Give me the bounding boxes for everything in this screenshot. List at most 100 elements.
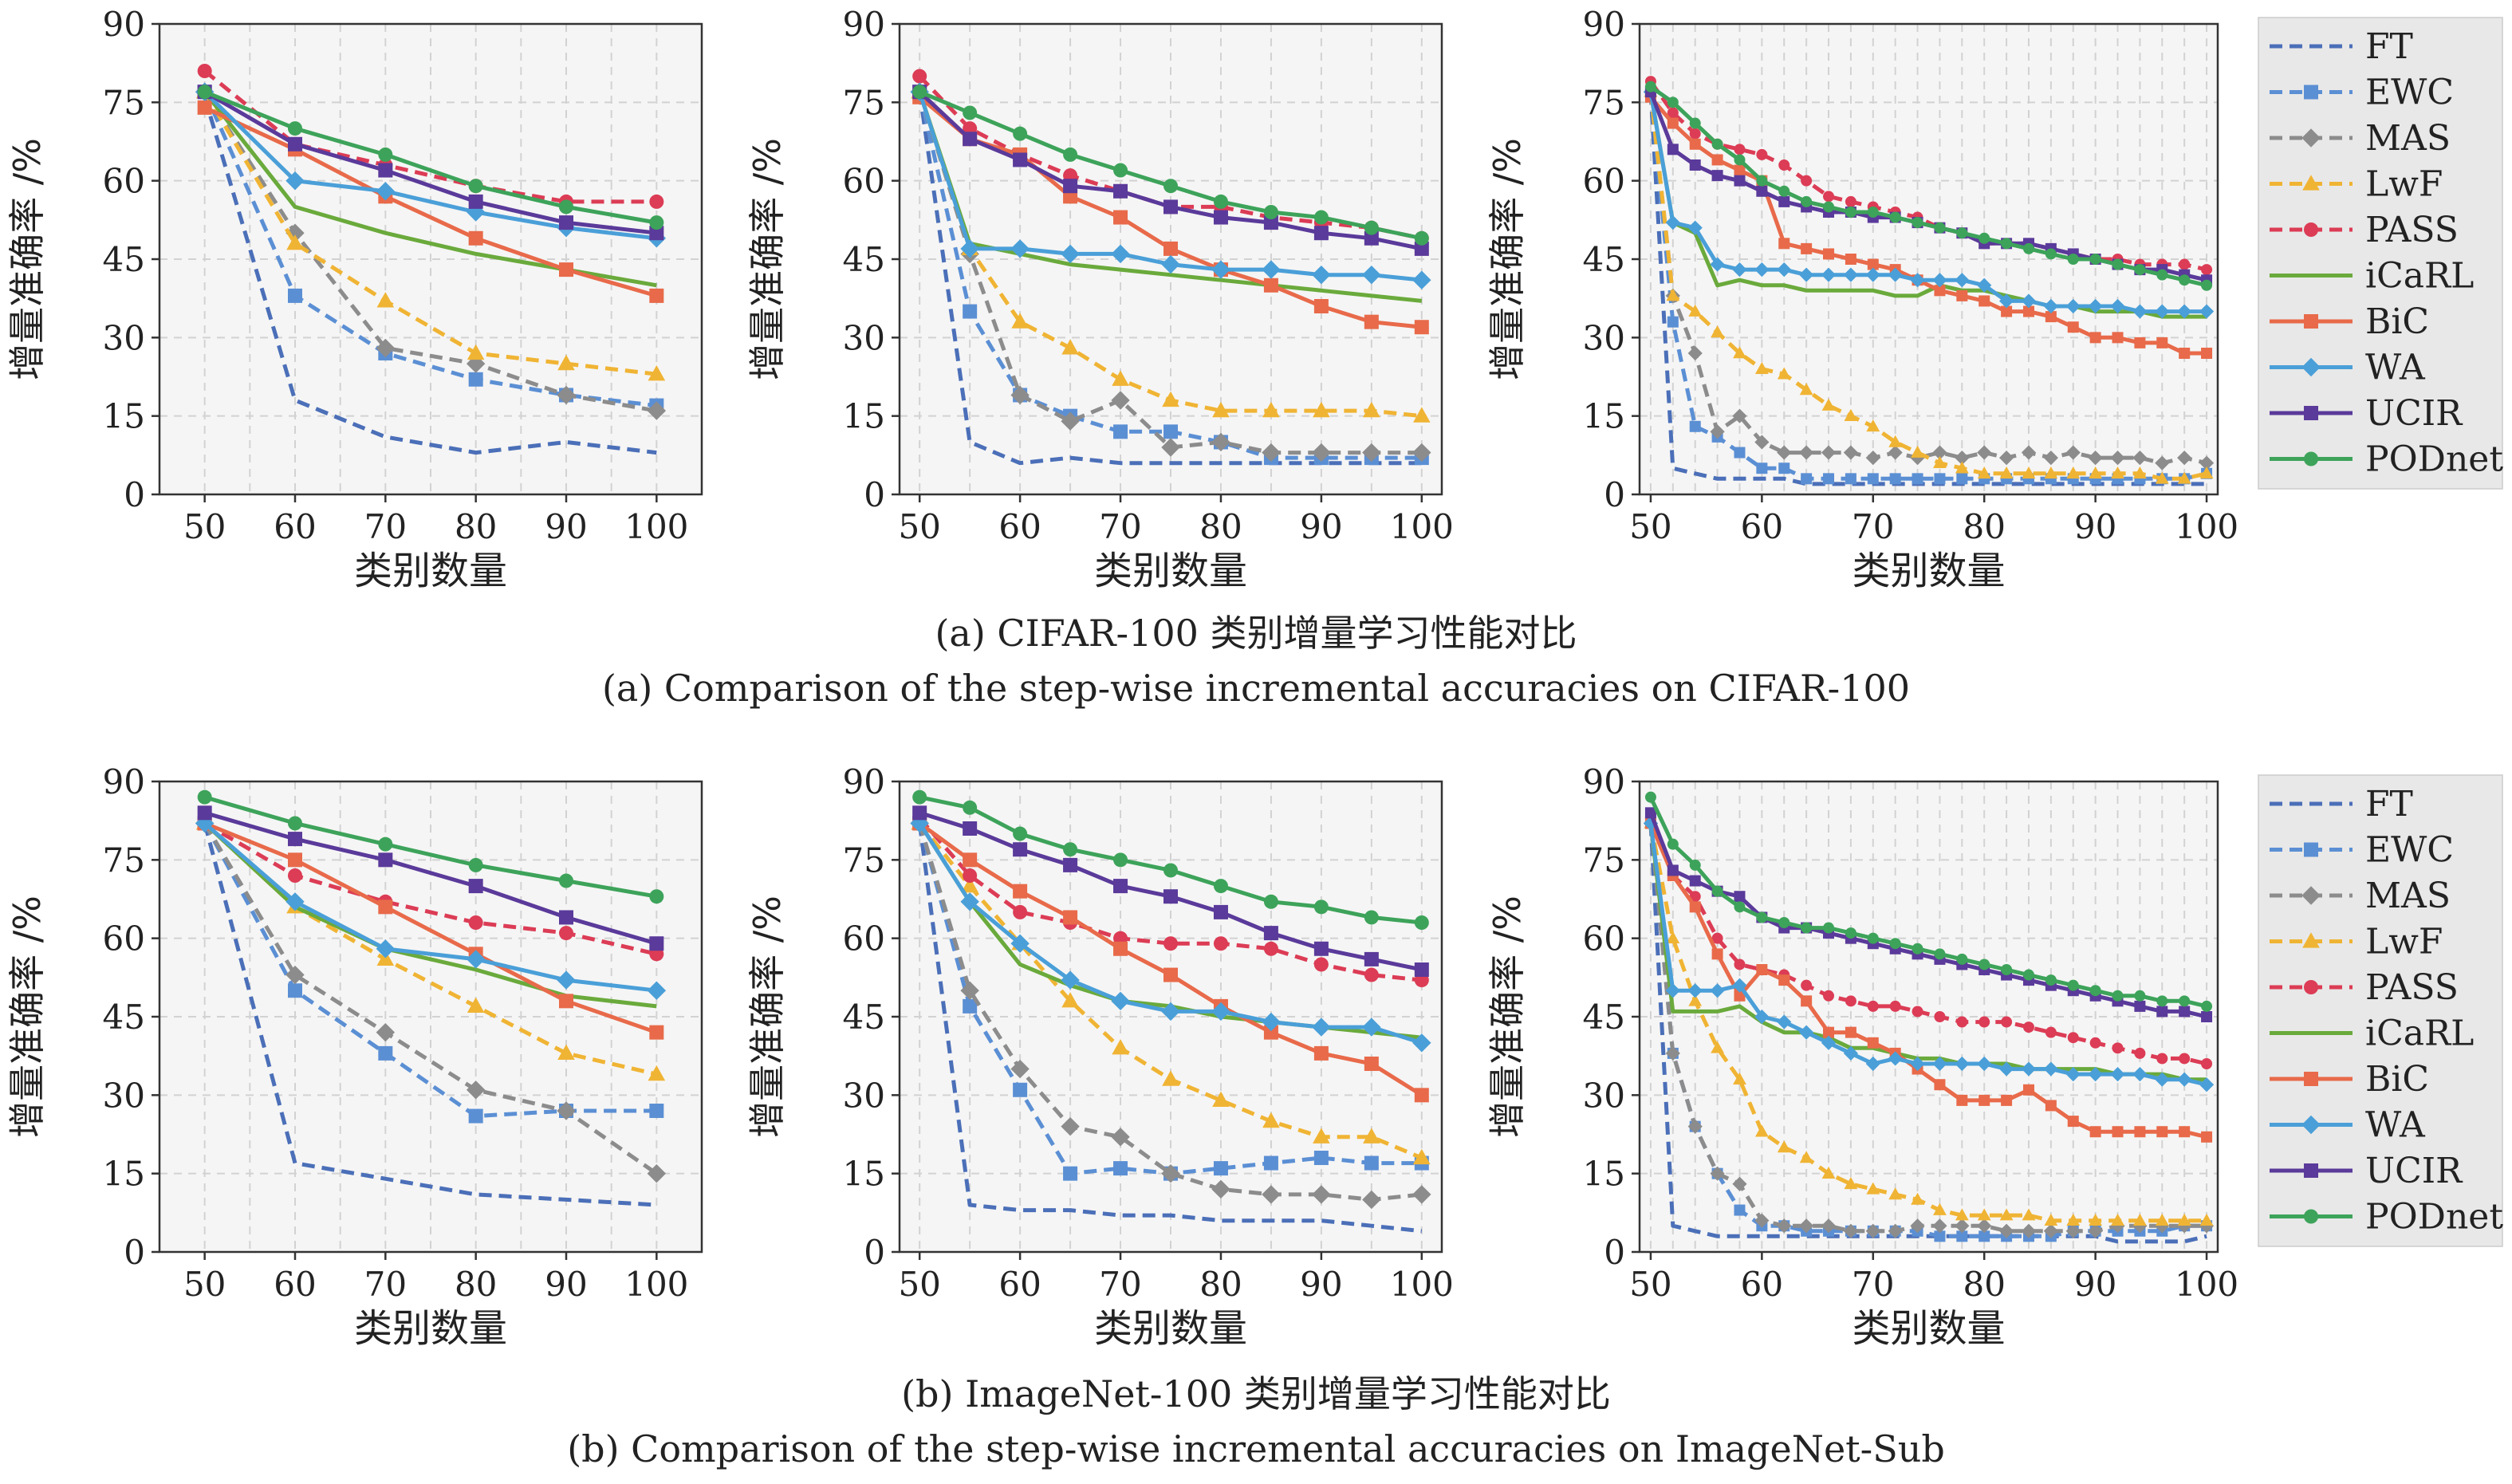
data-point-pass (912, 69, 927, 84)
data-point-wa (2043, 298, 2058, 314)
data-point-wa (376, 182, 396, 201)
x-tick-label: 80 (455, 507, 497, 546)
data-point-wa (960, 892, 979, 911)
x-tick-label: 70 (1852, 1265, 1894, 1304)
data-point-ucir (963, 821, 978, 836)
data-point-bic (1978, 295, 1990, 307)
data-point-bic (1364, 314, 1379, 329)
data-point-ewc (1163, 424, 1178, 439)
data-point-lwf (1711, 1041, 1724, 1053)
data-point-lwf (1212, 1091, 1230, 1107)
data-point-podnet (2022, 242, 2034, 254)
x-axis-label: 类别数量 (1094, 1306, 1247, 1351)
data-point-bic (1414, 1088, 1429, 1103)
data-point-mas (2043, 1223, 2058, 1238)
data-point-podnet (1667, 96, 1679, 108)
data-point-pass (1263, 941, 1278, 956)
data-point-wa (1821, 267, 1837, 282)
y-tick-label: 15 (103, 397, 145, 436)
data-point-mas (376, 1022, 396, 1042)
data-point-podnet (1213, 879, 1228, 894)
data-point-bic (1414, 320, 1429, 335)
data-point-wa (1955, 273, 1970, 288)
y-tick-label: 30 (843, 318, 885, 357)
data-point-pass (1845, 995, 1856, 1007)
data-point-pass (1978, 1016, 1990, 1028)
data-point-lwf (2089, 1213, 2103, 1226)
data-point-mas (1111, 391, 1130, 410)
data-point-lwf (2133, 466, 2147, 479)
data-point-mas (285, 965, 305, 985)
series-line-wa (203, 821, 657, 993)
series-line-mas (203, 822, 658, 1175)
y-tick-label: 90 (1583, 762, 1625, 801)
series-line-pass (203, 69, 657, 204)
x-tick-label: 60 (1741, 507, 1783, 546)
data-point-lwf (1999, 1208, 2014, 1221)
data-point-mas (1998, 451, 2014, 466)
x-tick-label: 80 (1963, 1265, 2005, 1304)
data-point-podnet (1113, 163, 1128, 178)
data-point-lwf (1688, 994, 1703, 1006)
x-tick-label: 100 (1390, 1265, 1454, 1304)
data-point-ewc (1013, 1082, 1028, 1097)
data-point-podnet (1313, 210, 1329, 225)
data-point-wa (2199, 1077, 2215, 1092)
data-point-podnet (1978, 232, 1990, 244)
legend-marker-wa (2301, 1115, 2321, 1135)
data-point-ewc (649, 1104, 664, 1118)
data-point-bic (1063, 910, 1078, 925)
data-point-pass (1689, 891, 1701, 903)
data-point-podnet (378, 836, 393, 852)
data-point-podnet (1364, 910, 1379, 925)
data-point-podnet (559, 199, 573, 215)
data-point-lwf (1212, 401, 1230, 418)
data-point-podnet (1263, 894, 1278, 909)
data-point-lwf (557, 354, 575, 371)
data-point-mas (557, 385, 576, 405)
data-point-pass (288, 868, 302, 883)
x-tick-label: 70 (1099, 1265, 1141, 1304)
data-point-ewc (1956, 473, 1968, 485)
x-tick-label: 100 (2175, 507, 2238, 546)
data-point-podnet (912, 85, 927, 100)
data-point-bic (2134, 337, 2146, 348)
data-point-pass (1689, 128, 1701, 140)
data-point-bic (1711, 948, 1723, 960)
data-point-bic (1934, 1079, 1946, 1091)
data-point-bic (2001, 1094, 2013, 1106)
data-point-podnet (1778, 185, 1790, 197)
data-point-lwf (1777, 1140, 1791, 1153)
data-point-ucir (2134, 1000, 2146, 1012)
data-point-bic (1163, 967, 1178, 982)
data-point-podnet (1734, 154, 1746, 166)
data-point-ucir (559, 215, 573, 230)
data-point-ucir (1667, 144, 1679, 155)
x-tick-label: 90 (2074, 1265, 2116, 1304)
data-point-lwf (2133, 1213, 2147, 1226)
data-point-lwf (648, 1065, 666, 1081)
series-line-pass (918, 817, 1423, 982)
data-point-podnet (2045, 248, 2057, 260)
data-point-lwf (2177, 1213, 2191, 1226)
data-point-wa (2132, 304, 2148, 319)
data-point-pass (1889, 1000, 1901, 1012)
data-point-bic (559, 262, 573, 278)
data-point-podnet (1163, 179, 1178, 194)
data-point-pass (1823, 990, 1835, 1002)
data-point-ewc (1113, 1161, 1128, 1176)
legend-label-bic: BiC (2365, 301, 2429, 342)
data-point-wa (2155, 304, 2170, 319)
data-point-ucir (1213, 904, 1228, 919)
data-point-wa (1910, 273, 1925, 288)
data-point-lwf (557, 1044, 575, 1060)
data-point-lwf (1262, 1112, 1280, 1128)
data-point-lwf (2022, 1208, 2036, 1221)
data-point-pass (2201, 1058, 2213, 1069)
data-point-wa (1910, 1056, 1925, 1072)
y-tick-label: 75 (103, 840, 145, 880)
data-point-ewc (1867, 473, 1879, 485)
data-point-ucir (1689, 875, 1701, 887)
data-point-ewc (1313, 1151, 1329, 1165)
data-point-mas (1977, 445, 1992, 460)
